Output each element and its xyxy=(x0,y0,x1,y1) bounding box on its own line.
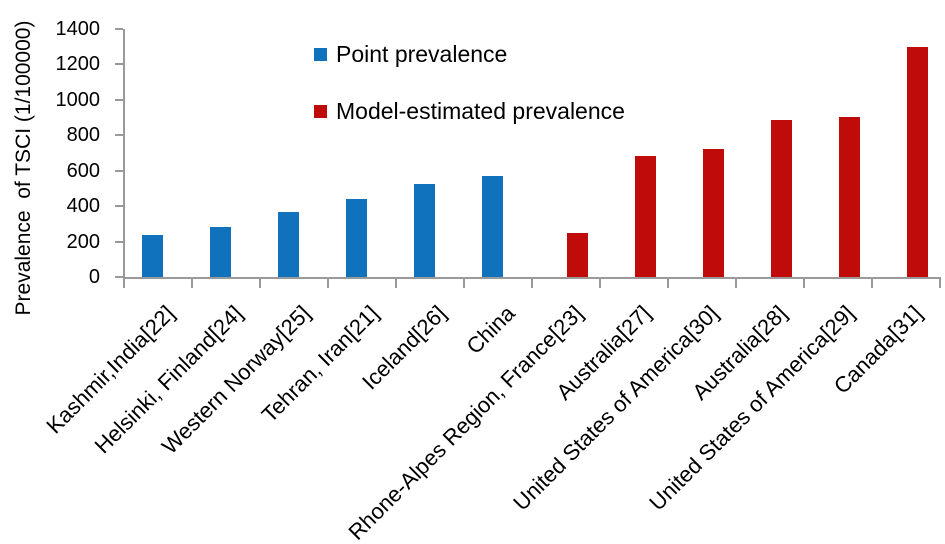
y-tick-label: 800 xyxy=(66,124,100,147)
x-axis-tick xyxy=(259,279,261,288)
y-tick-label: 600 xyxy=(66,159,100,182)
bar xyxy=(277,212,299,277)
x-axis-tick xyxy=(667,279,669,288)
legend-swatch-model-estimated-prevalence-icon xyxy=(314,104,327,118)
y-tick-label: 200 xyxy=(66,230,100,253)
x-axis-tick xyxy=(803,279,805,288)
bar xyxy=(703,149,724,277)
y-axis-tick xyxy=(115,276,123,278)
bar xyxy=(839,116,860,277)
bar xyxy=(907,47,928,277)
legend-label-point-prevalence: Point prevalence xyxy=(336,40,508,67)
bar xyxy=(141,235,163,277)
bar xyxy=(345,199,367,277)
y-axis-tick xyxy=(115,169,123,172)
y-axis-tick xyxy=(115,205,123,208)
y-axis-tick xyxy=(115,28,123,30)
legend-label-model-estimated-prevalence: Model-estimated prevalence xyxy=(336,97,625,124)
legend-swatch-point-prevalence-icon xyxy=(314,47,327,61)
bar xyxy=(567,232,588,277)
x-tick-label: Kashmir,India[22] xyxy=(41,300,180,439)
x-axis-tick xyxy=(599,279,601,288)
x-axis-tick xyxy=(939,279,941,288)
y-tick-label: 400 xyxy=(66,195,100,218)
y-tick-label: 1000 xyxy=(55,88,101,111)
y-tick-label: 1200 xyxy=(55,53,101,76)
legend-item-model-estimated-prevalence: Model-estimated prevalence xyxy=(314,98,625,124)
y-axis-tick xyxy=(115,240,123,243)
y-axis-tick xyxy=(115,98,123,101)
x-axis-line xyxy=(123,277,941,279)
y-axis-tick xyxy=(115,63,123,66)
x-axis-tick xyxy=(395,279,397,288)
legend-item-point-prevalence: Point prevalence xyxy=(314,41,507,67)
x-axis-tick xyxy=(735,279,737,288)
bar xyxy=(209,227,231,277)
x-tick-label: China xyxy=(460,300,520,359)
x-axis-tick xyxy=(327,279,329,288)
bar xyxy=(413,183,435,277)
bar xyxy=(771,120,792,277)
bar xyxy=(635,156,656,277)
y-tick-label: 1400 xyxy=(55,18,101,40)
x-axis-tick xyxy=(123,279,125,288)
bar xyxy=(481,176,503,277)
y-axis-line xyxy=(123,29,125,279)
y-tick-label: 0 xyxy=(88,266,100,288)
x-axis-tick xyxy=(531,279,533,288)
x-axis-tick xyxy=(871,279,873,288)
y-axis-tick xyxy=(115,134,123,137)
x-axis-tick xyxy=(191,279,193,288)
x-axis-tick xyxy=(463,279,465,288)
